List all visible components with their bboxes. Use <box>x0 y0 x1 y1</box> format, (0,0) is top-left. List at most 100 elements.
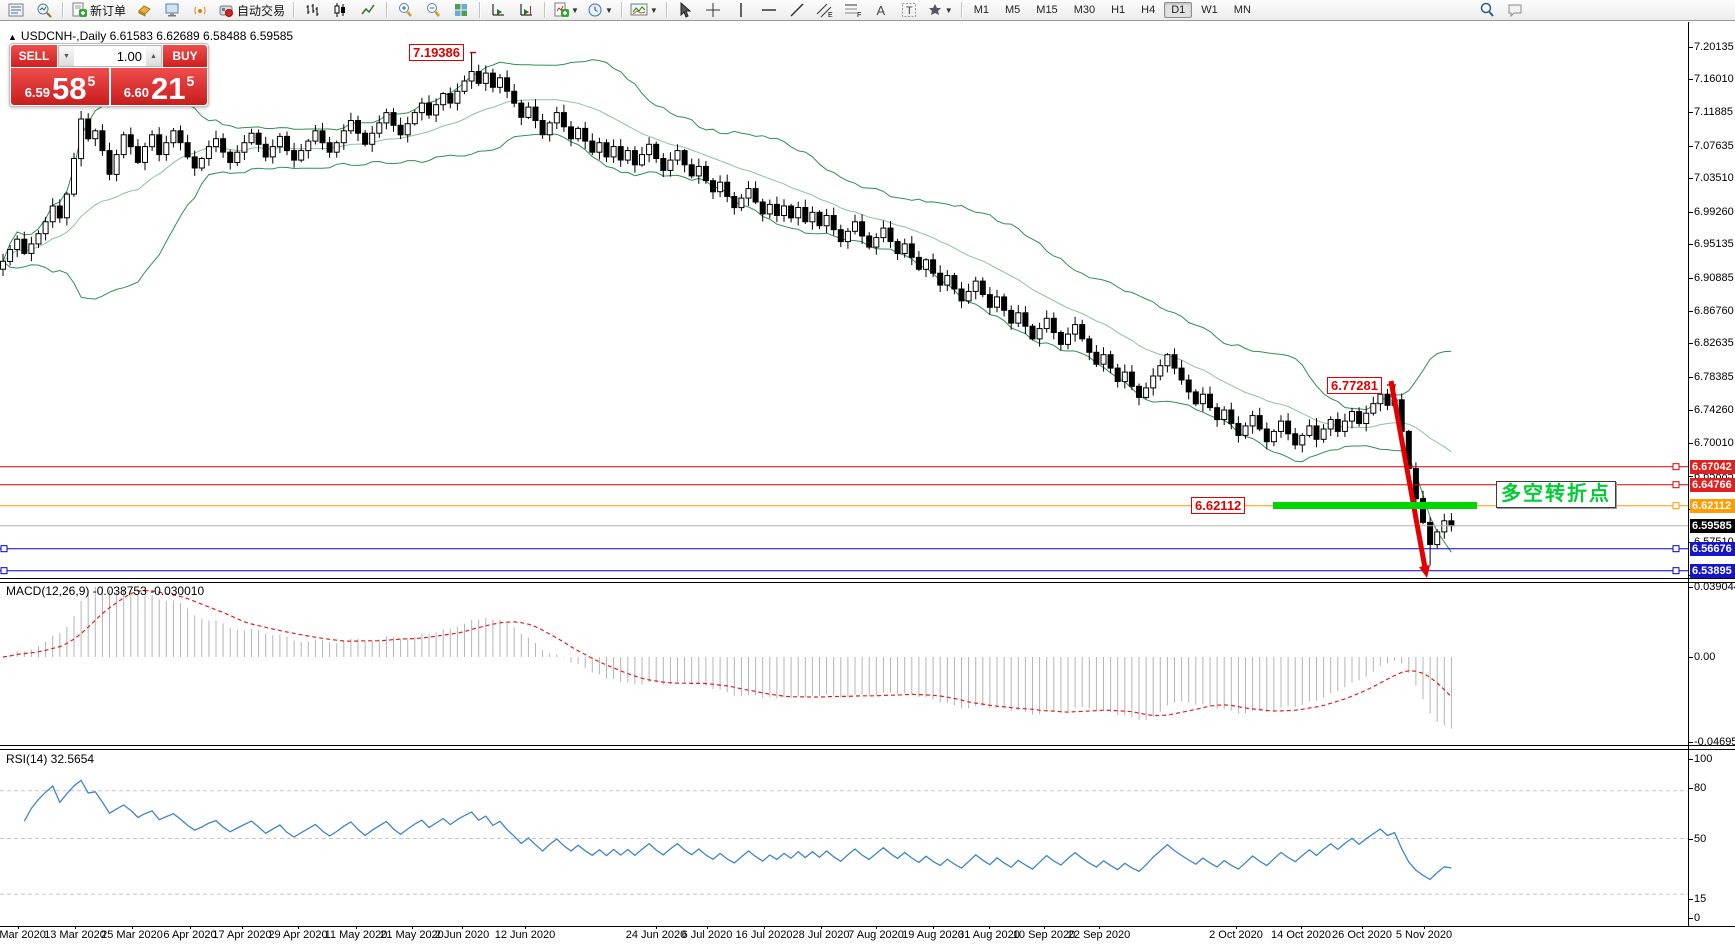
signals-icon[interactable] <box>187 0 213 20</box>
trendline-tool[interactable] <box>784 0 810 20</box>
crosshair-tool[interactable] <box>700 0 726 20</box>
cursor-tool[interactable] <box>672 0 698 20</box>
timeframe-bar: M1 M5 M15 M30 H1 H4 D1 W1 MN <box>966 2 1259 18</box>
price-tag: 6.64766 <box>1690 477 1735 492</box>
date-tick <box>298 926 299 929</box>
price-tick-label: 7.07635 <box>1694 139 1734 152</box>
date-tick <box>1099 926 1100 929</box>
timeframe-m30[interactable]: M30 <box>1073 4 1096 16</box>
text-label-tool[interactable]: T <box>896 0 922 20</box>
timeframe-w1[interactable]: W1 <box>1201 4 1218 16</box>
toolbar-separator <box>620 2 622 18</box>
hline-handle <box>1672 545 1680 553</box>
peak-price-label[interactable]: 7.19386 <box>409 44 464 61</box>
macd-panel-separator[interactable] <box>0 578 1735 583</box>
volume-input[interactable]: 1.00 <box>116 48 142 64</box>
sell-price[interactable]: 6.59 58 5 <box>11 68 109 105</box>
timeframe-h1[interactable]: H1 <box>1111 4 1126 16</box>
level-price-label[interactable]: 6.62112 <box>1191 497 1246 514</box>
period-clock-icon[interactable]: ▼ <box>584 0 616 20</box>
chart-shift-icon[interactable] <box>513 0 539 20</box>
price-tag: 6.53895 <box>1690 563 1735 578</box>
price-tick-label: 7.03510 <box>1694 172 1734 185</box>
timeframe-m1[interactable]: M1 <box>973 4 989 16</box>
price-tick-label: 6.74260 <box>1694 403 1734 416</box>
sell-button[interactable]: SELL <box>11 45 57 67</box>
toolbar-separator <box>386 2 388 18</box>
support-highlight-bar[interactable] <box>1273 502 1477 509</box>
dropdown-caret: ▼ <box>571 5 579 15</box>
axis-tick <box>1688 587 1693 588</box>
candles-series <box>0 52 1455 566</box>
chart-list-icon[interactable] <box>3 0 29 20</box>
axis-tick <box>1688 918 1693 919</box>
timeframe-d1[interactable]: D1 <box>1164 2 1193 18</box>
date-tick-label: 26 Oct 2020 <box>1332 929 1392 941</box>
date-tick-label: 21 May 2020 <box>380 929 444 941</box>
metaeditor-icon[interactable] <box>159 0 185 20</box>
chart-title-text: USDCNH-,Daily 6.61583 6.62689 6.58488 6.… <box>20 29 294 43</box>
toolbar-separator <box>62 2 63 18</box>
down-arrow[interactable] <box>1388 380 1430 578</box>
tile-windows-icon[interactable] <box>448 0 474 20</box>
axis-tick <box>1688 145 1693 147</box>
main-chart-canvas[interactable] <box>0 22 1688 578</box>
timeframe-m15[interactable]: M15 <box>1036 4 1058 16</box>
rsi-panel-canvas[interactable] <box>0 749 1688 926</box>
text-tool-glyph: A <box>876 2 886 18</box>
template-icon[interactable]: ▼ <box>627 0 661 20</box>
macd-axis-label: 0.00 <box>1694 651 1716 663</box>
date-tick-label: 16 Jul 2020 <box>735 929 793 941</box>
bar-chart-icon[interactable] <box>299 0 325 20</box>
new-order-label: 新订单 <box>90 3 127 18</box>
date-tick-label: 13 Mar 2020 <box>44 929 106 941</box>
swing-high-price-label[interactable]: 6.77281 <box>1327 377 1382 394</box>
axis-tick <box>1688 475 1693 477</box>
fibonacci-tool[interactable]: F <box>840 0 866 20</box>
rsi-axis-label: 80 <box>1694 782 1707 794</box>
horizontal-line-tool[interactable] <box>756 0 782 20</box>
date-tick-label: 6 Jul 2020 <box>681 929 733 941</box>
hline-handle <box>1672 567 1680 575</box>
buy-button[interactable]: BUY <box>163 45 207 67</box>
auto-scroll-icon[interactable] <box>485 0 511 20</box>
indicators-icon[interactable]: ▼ <box>550 0 582 20</box>
strategy-tester-icon[interactable] <box>31 0 57 20</box>
axis-tick <box>1688 244 1693 246</box>
axis-tick <box>1688 788 1693 789</box>
axis-tick <box>1688 839 1693 840</box>
date-tick-label: 6 Apr 2020 <box>163 929 217 941</box>
macd-panel-canvas[interactable] <box>0 581 1688 745</box>
auto-trading-button[interactable]: 自动交易 <box>215 0 288 20</box>
macd-axis-label: 0.039044 <box>1694 581 1735 593</box>
search-icon[interactable] <box>1474 0 1500 20</box>
timeframe-m5[interactable]: M5 <box>1005 4 1021 16</box>
chat-icon[interactable] <box>1502 0 1528 20</box>
buy-price[interactable]: 6.60 21 5 <box>111 68 207 105</box>
vertical-line-tool[interactable] <box>728 0 754 20</box>
line-chart-icon[interactable] <box>355 0 381 20</box>
text-tool[interactable]: A <box>868 0 894 20</box>
date-tick <box>933 926 934 929</box>
zoom-in-icon[interactable] <box>392 0 418 20</box>
collapse-arrow-icon[interactable]: ▲ <box>8 32 17 42</box>
rsi-axis-label: 15 <box>1694 893 1707 905</box>
timeframe-mn[interactable]: MN <box>1233 4 1251 16</box>
candlestick-chart-icon[interactable] <box>327 0 353 20</box>
date-tick <box>876 926 877 929</box>
new-order-button[interactable]: 新订单 <box>68 0 129 20</box>
gold-icon[interactable] <box>131 0 157 20</box>
rsi-axis-label: 0 <box>1694 912 1701 924</box>
zoom-out-icon[interactable] <box>420 0 446 20</box>
arrows-tool[interactable]: ▼ <box>924 0 956 20</box>
volume-step-up[interactable]: ▲ <box>146 46 161 66</box>
timeframe-h4[interactable]: H4 <box>1141 4 1156 16</box>
axis-tick <box>1688 899 1693 900</box>
rsi-panel-separator[interactable] <box>0 745 1735 750</box>
sell-price-big: 58 <box>52 71 87 106</box>
equidistant-channel-tool[interactable]: E <box>812 0 838 20</box>
axis-tick <box>1688 46 1693 48</box>
turning-point-note[interactable]: 多空转折点 <box>1496 481 1616 508</box>
bollinger-bands <box>2 59 1452 553</box>
volume-step-down[interactable]: ▼ <box>59 46 74 66</box>
